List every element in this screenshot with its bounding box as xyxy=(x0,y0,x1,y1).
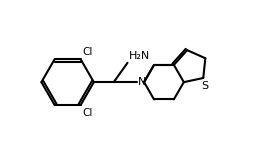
Text: H₂N: H₂N xyxy=(129,51,150,61)
Text: Cl: Cl xyxy=(82,47,92,57)
Text: Cl: Cl xyxy=(82,108,92,118)
Text: N: N xyxy=(138,77,146,87)
Text: S: S xyxy=(202,81,209,91)
